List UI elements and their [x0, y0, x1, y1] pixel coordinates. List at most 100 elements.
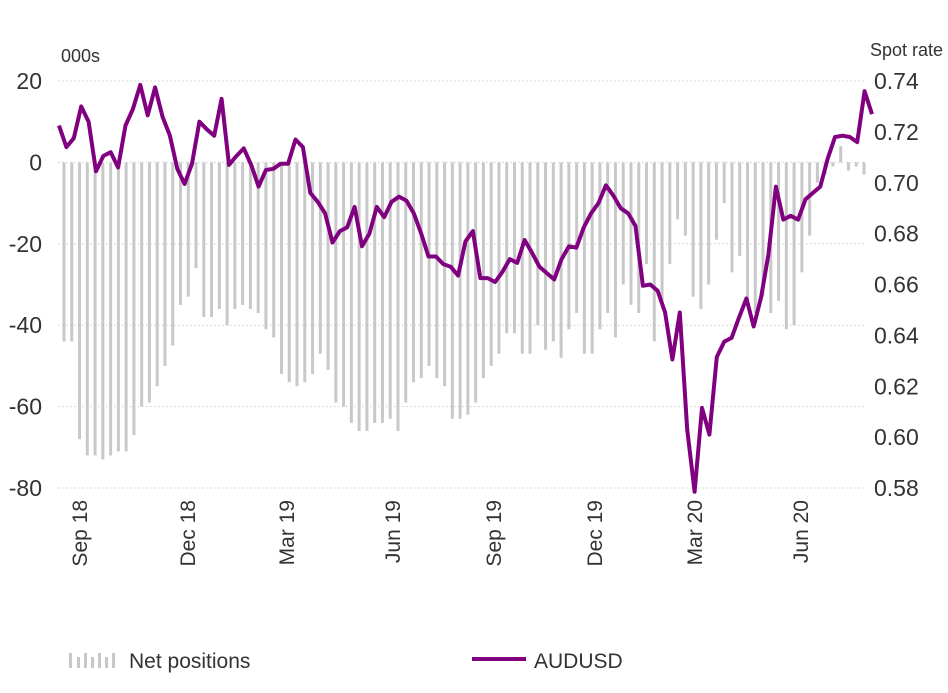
- bar: [241, 162, 245, 305]
- right-tick-label: 0.66: [874, 272, 919, 298]
- bar: [194, 162, 198, 269]
- bar: [668, 162, 672, 265]
- bar: [761, 162, 765, 297]
- bar: [792, 162, 796, 326]
- bar: [722, 162, 726, 204]
- bar: [645, 162, 649, 265]
- bar: [116, 162, 120, 452]
- bar: [427, 162, 431, 366]
- right-tick-label: 0.60: [874, 424, 919, 450]
- bar: [295, 162, 299, 387]
- bar: [435, 162, 439, 379]
- bar: [404, 162, 408, 403]
- right-tick-label: 0.62: [874, 373, 919, 399]
- bar: [93, 162, 97, 456]
- bar: [155, 162, 159, 387]
- bar: [217, 162, 221, 309]
- right-tick-label: 0.74: [874, 68, 919, 94]
- left-tick-label: 20: [16, 68, 42, 94]
- bar: [287, 162, 291, 383]
- bar: [466, 162, 470, 415]
- bar: [171, 162, 175, 346]
- bar: [613, 162, 617, 338]
- bar: [140, 162, 144, 407]
- bar: [109, 162, 113, 456]
- bar: [784, 162, 788, 330]
- bar: [365, 162, 369, 432]
- bar: [753, 162, 757, 313]
- bar: [147, 162, 151, 403]
- bar: [373, 162, 377, 423]
- bar: [699, 162, 703, 309]
- bar: [839, 146, 843, 163]
- bar: [730, 162, 734, 273]
- bar: [831, 162, 835, 167]
- bar: [738, 162, 742, 257]
- bar: [497, 162, 501, 354]
- bar: [342, 162, 346, 407]
- right-tick-label: 0.58: [874, 475, 919, 501]
- left-tick-label: -80: [9, 475, 42, 501]
- right-axis-label: Spot rate: [870, 40, 943, 60]
- x-tick-label: Jun 20: [790, 500, 813, 563]
- bar: [279, 162, 283, 375]
- x-tick-label: Mar 20: [684, 500, 707, 565]
- bar: [311, 162, 315, 375]
- bar: [575, 162, 579, 313]
- bar: [458, 162, 462, 419]
- bar: [186, 162, 190, 297]
- bar: [78, 162, 82, 440]
- bar: [132, 162, 136, 436]
- bar: [660, 162, 664, 301]
- bar: [621, 162, 625, 285]
- bar: [598, 162, 602, 330]
- net-positions-bars: [62, 146, 866, 460]
- bar: [412, 162, 416, 383]
- bar: [303, 162, 307, 383]
- bar: [862, 162, 866, 175]
- bar: [264, 162, 268, 330]
- bar: [745, 162, 749, 305]
- legend: Net positions AUDUSD: [69, 650, 623, 673]
- left-tick-label: -40: [9, 312, 42, 338]
- x-tick-label: Jun 19: [382, 500, 405, 563]
- bar: [443, 162, 447, 387]
- bar: [419, 162, 423, 379]
- bar: [248, 162, 252, 309]
- bar: [318, 162, 322, 354]
- bar: [179, 162, 183, 305]
- bar: [357, 162, 361, 432]
- bar: [854, 162, 858, 167]
- right-tick-label: 0.70: [874, 170, 919, 196]
- bar: [846, 162, 850, 171]
- x-axis-ticks: Sep 18 Dec 18 Mar 19 Jun 19 Sep 19 Dec 19 Mar …: [69, 500, 813, 567]
- bar: [683, 162, 687, 236]
- bar: [536, 162, 540, 326]
- x-tick-label: Mar 19: [276, 500, 299, 565]
- legend-net-positions: Net positions: [129, 650, 250, 673]
- bar: [528, 162, 532, 354]
- bar: [691, 162, 695, 297]
- bar: [777, 162, 781, 301]
- bar: [520, 162, 524, 354]
- bar: [590, 162, 594, 354]
- bar: [62, 162, 66, 342]
- bar: [272, 162, 276, 338]
- left-axis-ticks: 20 0 -20 -40 -60 -80: [9, 68, 42, 501]
- left-axis-unit: 000s: [61, 46, 100, 66]
- audusd-line: [57, 82, 874, 494]
- bar: [544, 162, 548, 350]
- bar: [505, 162, 509, 334]
- legend-audusd: AUDUSD: [534, 650, 623, 673]
- bar: [233, 162, 237, 309]
- bar: [481, 162, 485, 379]
- bar: [808, 162, 812, 236]
- bar: [225, 162, 229, 326]
- bar: [606, 162, 610, 313]
- x-tick-label: Sep 18: [69, 500, 92, 567]
- bar: [489, 162, 493, 366]
- bar: [652, 162, 656, 342]
- bar: [396, 162, 400, 432]
- bar: [210, 162, 214, 318]
